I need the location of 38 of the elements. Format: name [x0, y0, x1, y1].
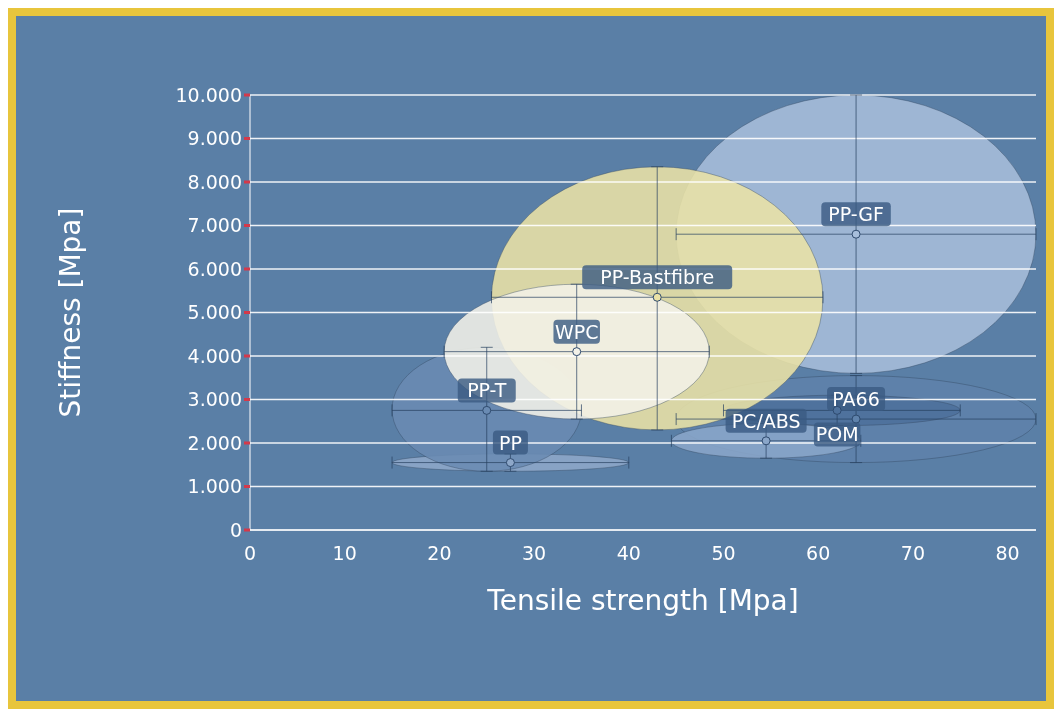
x-tick-label: 50	[711, 542, 736, 564]
point	[572, 347, 582, 357]
y-tick-label: 1.000	[187, 475, 242, 498]
point	[761, 436, 771, 446]
series-label: PA66	[832, 388, 880, 411]
x-tick-label: 30	[522, 542, 547, 564]
x-tick-label: 80	[995, 542, 1020, 564]
point	[851, 229, 861, 239]
y-tick-label: 7.000	[187, 214, 242, 237]
x-tick-label: 70	[900, 542, 925, 564]
y-tick-label: 4.000	[187, 344, 242, 367]
y-tick-label: 0	[229, 518, 242, 541]
series-label: PP-GF	[828, 203, 884, 226]
series-label: PP	[498, 431, 522, 454]
x-tick-label: 0	[243, 542, 257, 564]
point	[652, 292, 662, 302]
y-tick-label: 10.000	[175, 83, 242, 106]
x-tick-label: 60	[806, 542, 831, 564]
series-label: PP-T	[467, 379, 507, 402]
x-axis-title: Tensile strength [Mpa]	[486, 584, 799, 617]
y-tick-label: 6.000	[187, 257, 242, 280]
point	[832, 405, 842, 415]
series-label: PP-Bastfibre	[600, 266, 715, 289]
series-label: POM	[815, 423, 859, 446]
y-tick-label: 2.000	[187, 431, 242, 454]
y-tick-label: 8.000	[187, 170, 242, 193]
x-tick-label: 20	[427, 542, 452, 564]
y-tick-label: 9.000	[187, 127, 242, 150]
point	[505, 458, 515, 468]
y-tick-label: 5.000	[187, 301, 242, 324]
point	[482, 405, 492, 415]
y-axis-title: Stiffness [Mpa]	[53, 207, 87, 418]
y-tick-label: 3.000	[187, 388, 242, 411]
series-label: WPC	[554, 320, 599, 343]
x-tick-label: 10	[332, 542, 357, 564]
x-tick-label: 40	[616, 542, 641, 564]
point	[851, 414, 861, 424]
series-label: PC/ABS	[731, 409, 801, 432]
